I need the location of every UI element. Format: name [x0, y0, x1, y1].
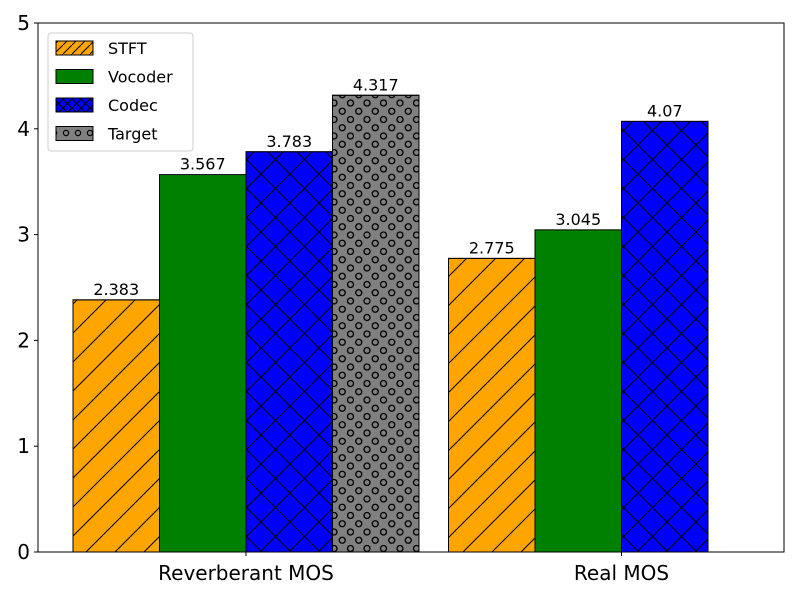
data-label-vocoder-real-mos: 3.045 — [555, 210, 601, 229]
legend-box — [47, 32, 194, 152]
legend-label-target: Target — [107, 125, 158, 144]
data-label-vocoder-reverberant-mos: 3.567 — [180, 155, 226, 174]
legend-item-vocoder: Vocoder — [55, 68, 173, 87]
y-tick-label: 4 — [17, 117, 30, 141]
y-tick-label: 2 — [17, 328, 30, 352]
legend-swatch-hatch-target — [55, 126, 94, 141]
y-tick-label: 5 — [17, 11, 30, 35]
data-labels-layer: 2.383 3.567 3.783 4.317 2.775 3.045 4.07 — [93, 75, 682, 299]
x-tick-label-reverberant-mos: Reverberant MOS — [158, 561, 334, 585]
legend: STFT Vocoder Codec Target — [47, 32, 194, 152]
data-label-codec-real-mos: 4.07 — [647, 101, 683, 120]
y-tick-label: 0 — [17, 540, 30, 564]
x-tick-label-real-mos: Real MOS — [574, 561, 669, 585]
y-tick-label: 1 — [17, 434, 30, 458]
bars-layer — [72, 94, 709, 553]
data-label-stft-reverberant-mos: 2.383 — [93, 280, 139, 299]
legend-swatch-hatch-stft — [55, 40, 94, 56]
legend-label-vocoder: Vocoder — [108, 68, 173, 87]
legend-label-stft: STFT — [108, 39, 147, 58]
bar-hatch-codec-real-mos — [621, 120, 709, 553]
legend-item-codec: Codec — [55, 96, 158, 115]
legend-item-target: Target — [55, 125, 158, 144]
bar-hatch-target-reverberant-mos — [332, 94, 420, 553]
legend-item-stft: STFT — [55, 39, 147, 58]
legend-swatch-vocoder — [55, 69, 94, 84]
x-axis: Reverberant MOS Real MOS — [158, 552, 669, 585]
bar-hatch-stft-reverberant-mos — [72, 299, 160, 553]
data-label-codec-reverberant-mos: 3.783 — [266, 132, 312, 151]
data-label-stft-real-mos: 2.775 — [469, 238, 515, 257]
legend-label-codec: Codec — [108, 96, 158, 115]
legend-swatch-hatch-codec — [55, 97, 94, 113]
y-axis: 0 1 2 3 4 5 — [17, 11, 38, 564]
bar-hatch-codec-reverberant-mos — [245, 151, 333, 553]
y-tick-label: 3 — [17, 223, 30, 247]
data-label-target-reverberant-mos: 4.317 — [353, 75, 399, 94]
bar-hatch-stft-real-mos — [448, 257, 536, 553]
bar-vocoder-real-mos — [534, 229, 622, 553]
bar-vocoder-reverberant-mos — [159, 174, 247, 553]
plot-frame — [37, 22, 785, 553]
